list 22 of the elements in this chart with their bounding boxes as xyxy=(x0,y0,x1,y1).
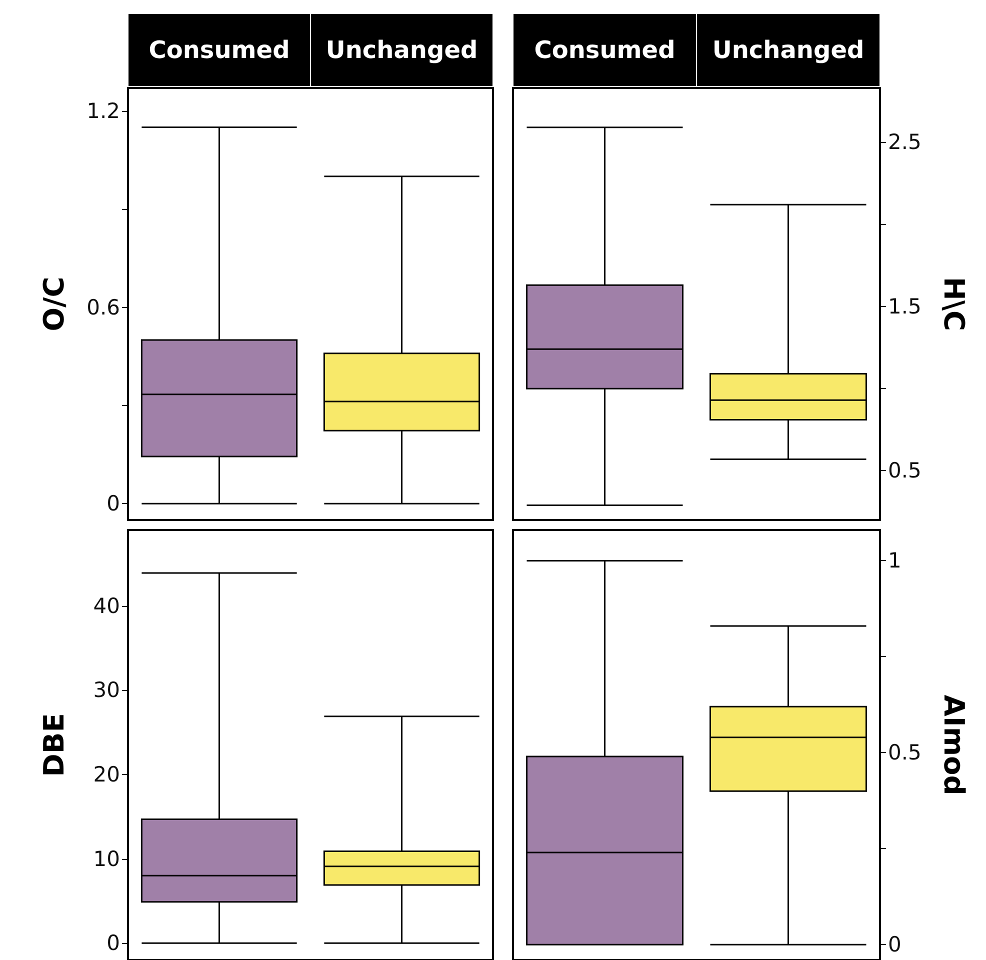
y-tick-label: 40 xyxy=(93,594,120,618)
x-tick-label: Consumed xyxy=(534,36,676,64)
y-tick-label: 0.5 xyxy=(888,740,922,765)
y-tick-label: 1.5 xyxy=(888,294,922,318)
y-tick-label: 2.5 xyxy=(888,130,922,154)
y-tick-label: 1.2 xyxy=(86,98,120,123)
x-tick-label: Unchanged xyxy=(712,36,864,64)
y-tick-label: 0 xyxy=(888,932,902,957)
y-tick-label: 30 xyxy=(93,678,120,702)
y-tick-label: 0 xyxy=(106,492,120,516)
y-tick-label: 10 xyxy=(93,846,120,871)
y-axis-title: O/C xyxy=(38,276,70,332)
y-axis-title: DBE xyxy=(38,713,70,777)
y-axis-title: H\C xyxy=(938,276,970,332)
y-tick-label: 0.6 xyxy=(86,295,120,320)
y-tick-label: 1 xyxy=(888,548,902,573)
y-axis-title: AImod xyxy=(938,694,970,796)
x-tick-label: Consumed xyxy=(148,36,290,64)
y-tick-label: 0.5 xyxy=(888,458,922,483)
x-tick-label: Unchanged xyxy=(326,36,478,64)
y-tick-label: 20 xyxy=(93,762,120,787)
y-tick-label: 0 xyxy=(106,931,120,956)
